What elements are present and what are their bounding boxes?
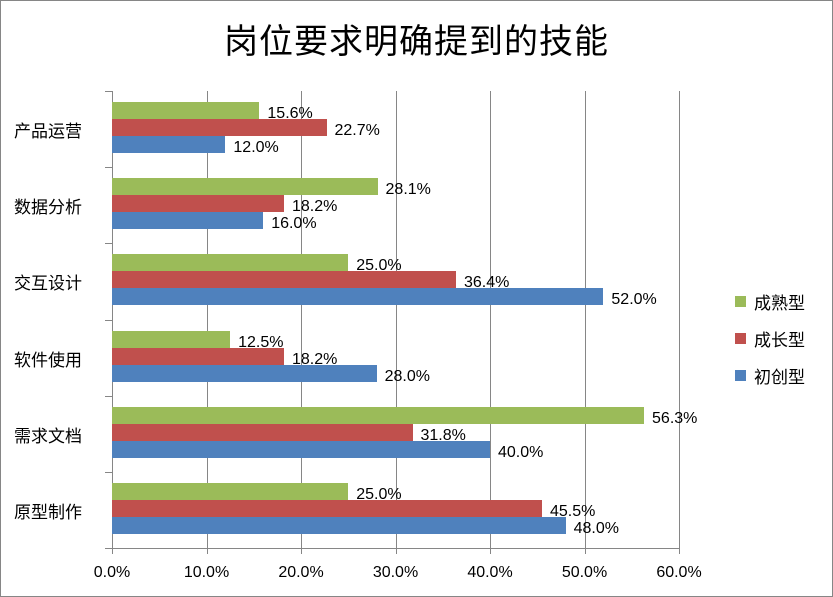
bar (112, 517, 566, 534)
y-tick (105, 167, 112, 169)
legend-item-mature: 成熟型 (735, 283, 805, 320)
data-label: 12.5% (238, 333, 284, 351)
legend-item-growth: 成长型 (735, 320, 805, 357)
bar (112, 483, 349, 500)
bar (112, 119, 327, 136)
legend-swatch-icon (735, 333, 746, 344)
data-label: 31.8% (420, 426, 466, 444)
x-tick-label: 40.0% (467, 564, 513, 581)
x-tick (490, 548, 491, 554)
bar (112, 330, 231, 348)
y-tick (105, 395, 112, 397)
legend-item-startup: 初创型 (735, 357, 805, 394)
bar (112, 423, 413, 441)
bar (112, 288, 604, 306)
bar (112, 500, 542, 517)
gridline (206, 91, 208, 548)
category-label: 数据分析 (14, 198, 82, 219)
data-label: 18.2% (291, 198, 338, 216)
data-label: 40.0% (498, 443, 544, 461)
x-tick-label: 0.0% (93, 564, 131, 581)
chart-title: 岗位要求明确提到的技能 (224, 22, 609, 62)
data-label: 36.4% (463, 274, 510, 292)
y-tick (105, 243, 112, 245)
data-label: 25.0% (356, 257, 402, 275)
bar (112, 347, 284, 365)
gridline (584, 91, 586, 548)
data-label: 25.0% (356, 486, 402, 503)
bar (112, 364, 377, 382)
gridline (490, 91, 491, 548)
data-label: 28.0% (384, 367, 430, 385)
category-label: 需求文档 (14, 426, 82, 447)
data-label: 52.0% (611, 291, 657, 309)
legend-swatch-icon (735, 370, 746, 381)
x-tick (679, 548, 680, 554)
data-label: 12.0% (233, 139, 279, 156)
category-label: 交互设计 (14, 274, 82, 295)
data-label: 28.1% (385, 181, 431, 199)
category-label: 产品运营 (14, 122, 82, 142)
bar (112, 136, 226, 153)
gridline (679, 91, 680, 548)
bar (112, 195, 284, 213)
bar (112, 254, 349, 272)
x-tick (206, 548, 208, 554)
category-label: 软件使用 (14, 350, 82, 371)
bar (112, 271, 456, 289)
gridline (301, 91, 302, 548)
bar (112, 212, 264, 230)
x-tick-label: 10.0% (183, 564, 230, 581)
x-tick (584, 548, 586, 554)
bar (112, 102, 260, 119)
x-tick-label: 50.0% (561, 564, 608, 581)
data-label: 56.3% (652, 409, 698, 427)
gridline (395, 91, 397, 548)
y-tick (105, 319, 112, 321)
legend: 成熟型 成长型 初创型 (735, 283, 805, 394)
data-label: 48.0% (573, 520, 619, 537)
data-label: 18.2% (291, 350, 338, 368)
x-tick (395, 548, 397, 554)
x-tick-label: 30.0% (372, 564, 419, 581)
bar (112, 178, 378, 196)
data-label: 45.5% (549, 503, 596, 520)
y-axis (112, 91, 113, 554)
legend-swatch-icon (735, 296, 746, 307)
y-tick (105, 91, 112, 92)
data-label: 22.7% (334, 122, 380, 139)
bar (112, 440, 490, 458)
x-tick (301, 548, 302, 554)
data-label: 15.6% (267, 105, 313, 122)
x-tick-label: 20.0% (278, 564, 324, 581)
y-tick (105, 472, 112, 473)
x-tick-label: 60.0% (656, 564, 702, 581)
data-label: 16.0% (271, 215, 317, 233)
category-label: 原型制作 (14, 503, 82, 523)
x-axis (105, 548, 680, 549)
bar (112, 406, 645, 424)
